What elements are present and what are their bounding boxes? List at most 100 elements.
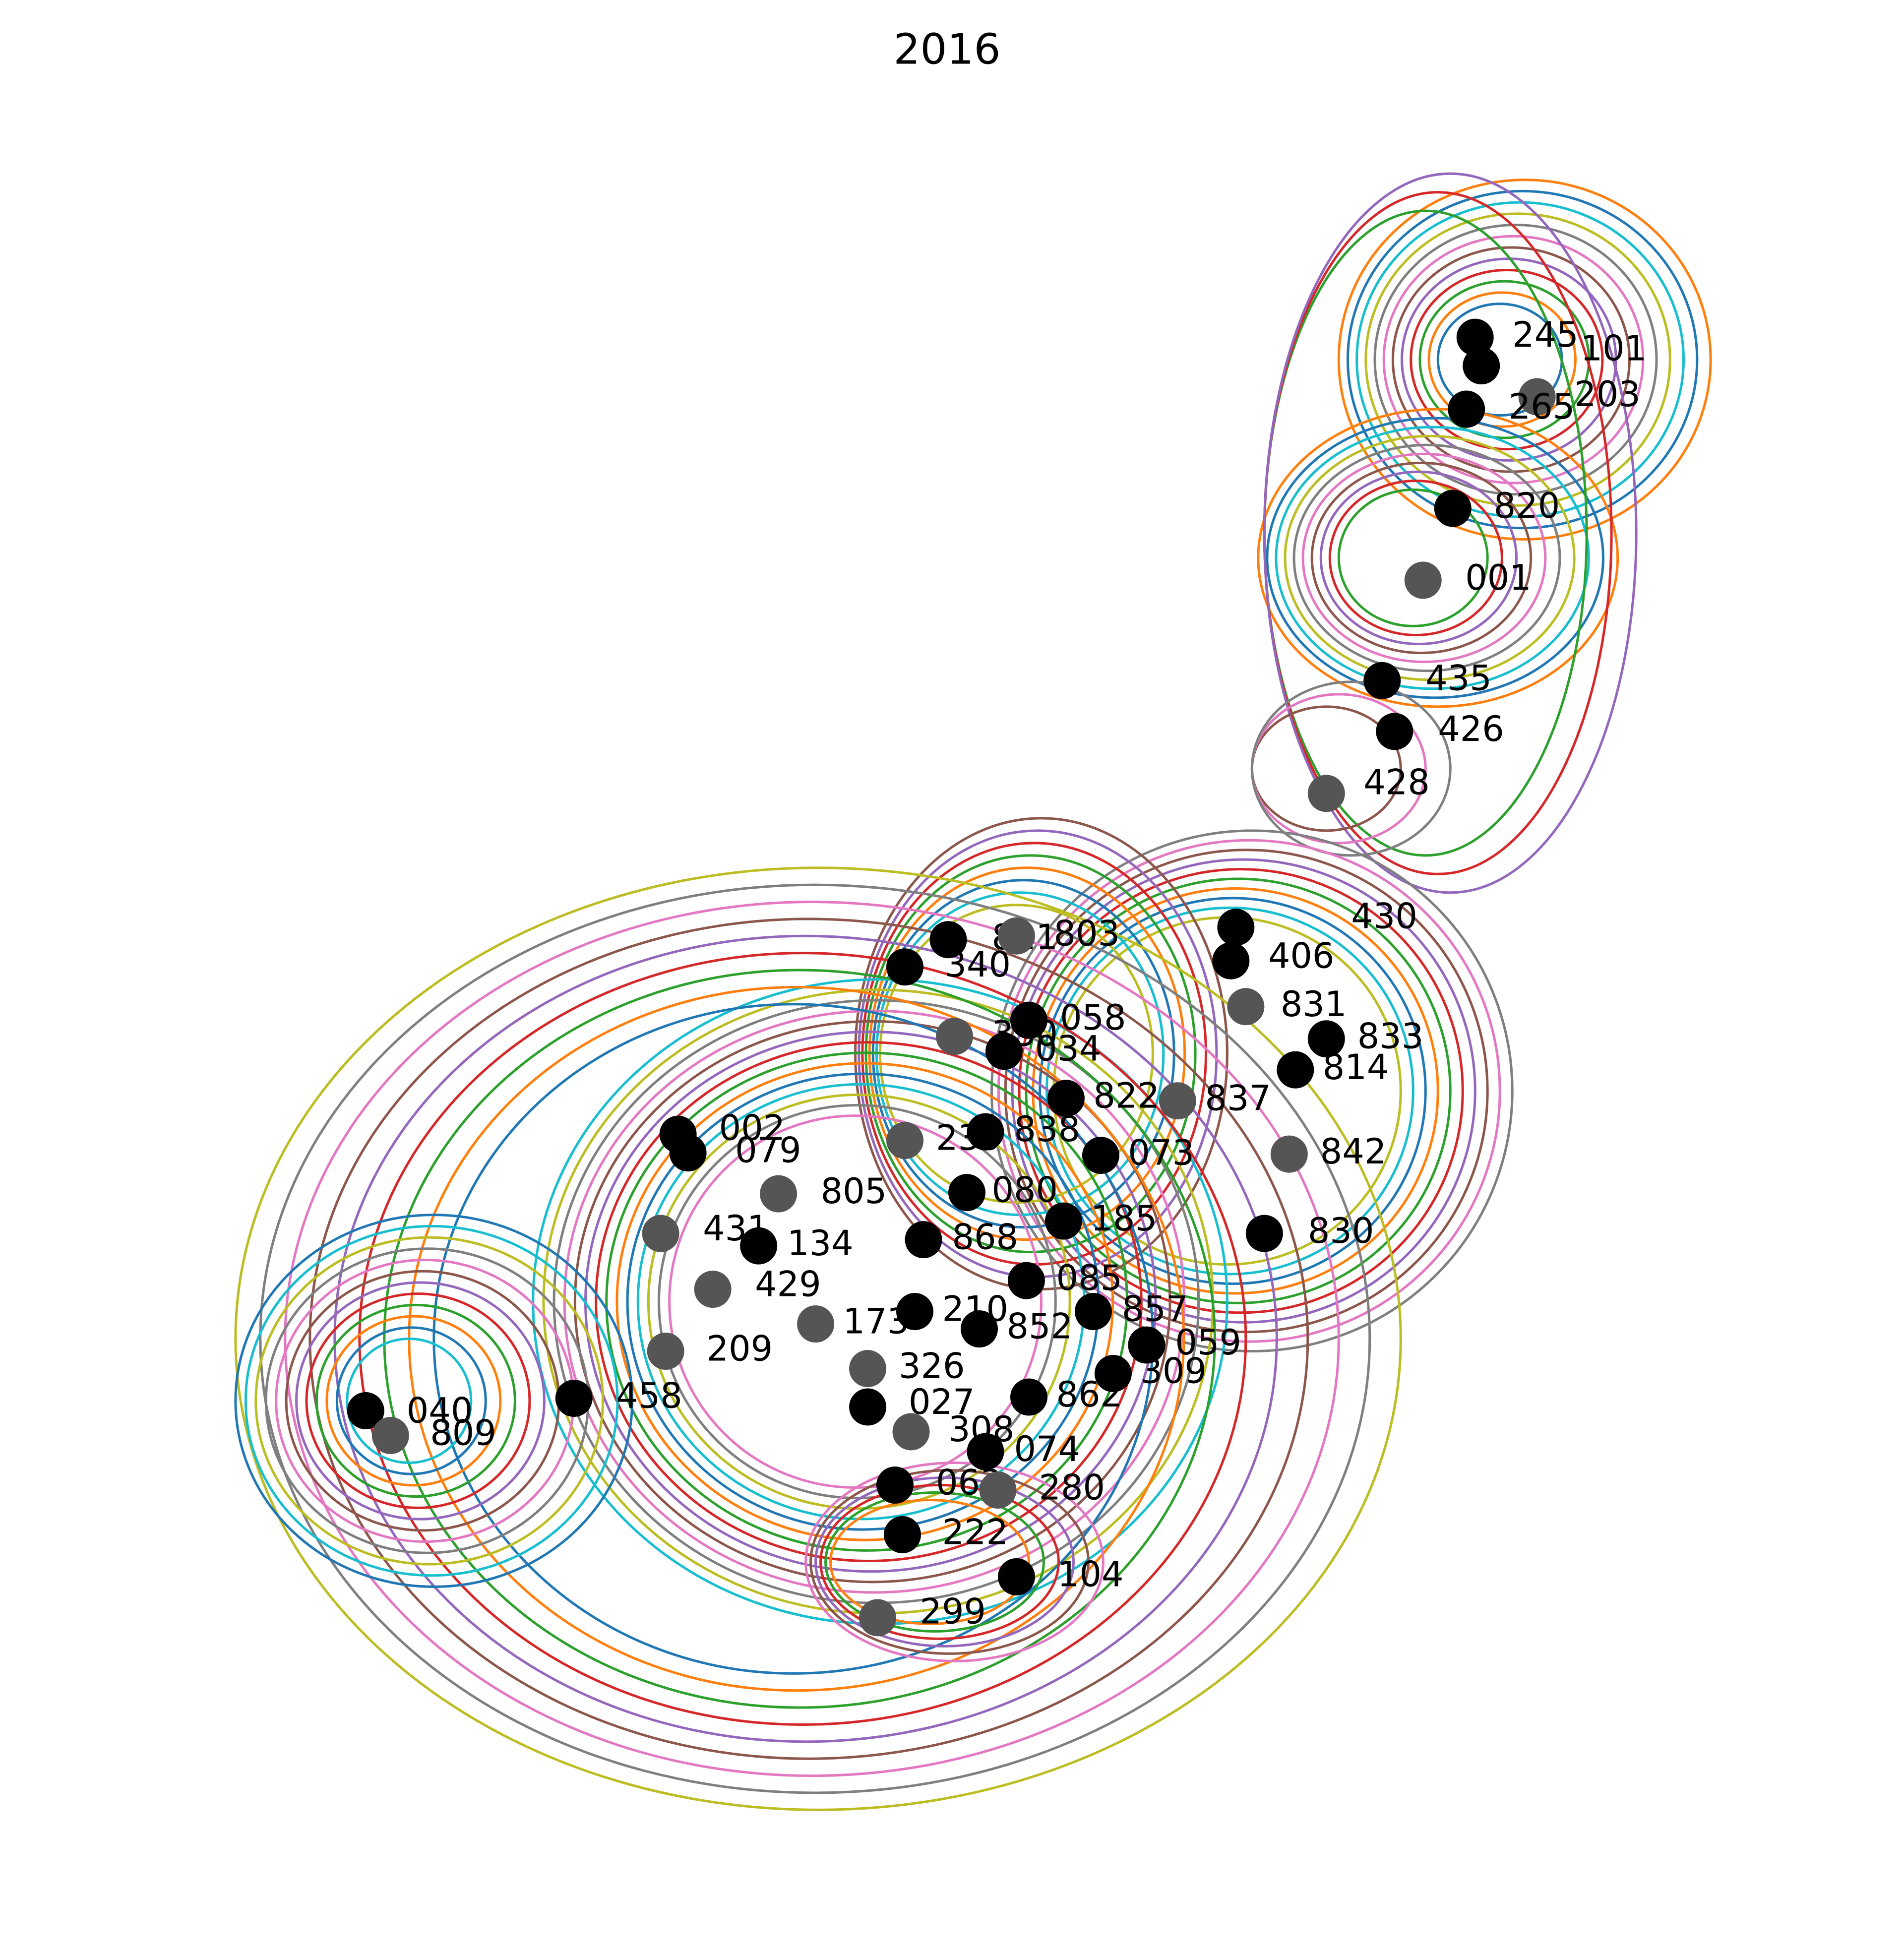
node-label: 852 — [1006, 1306, 1073, 1347]
node — [642, 1215, 679, 1252]
node — [647, 1333, 684, 1370]
node-label: 809 — [430, 1413, 496, 1454]
hull — [1427, 291, 1577, 428]
hull — [1250, 680, 1452, 857]
node-label: 085 — [1056, 1258, 1122, 1298]
hull — [333, 934, 1278, 1743]
hull — [824, 1491, 1045, 1633]
node — [1363, 662, 1401, 699]
node — [929, 921, 967, 959]
node-label: 074 — [1014, 1429, 1080, 1469]
node — [1128, 1326, 1166, 1364]
node-label: 104 — [1057, 1554, 1124, 1594]
node — [849, 1350, 887, 1388]
hull — [284, 901, 1340, 1777]
node-label: 280 — [1039, 1467, 1105, 1508]
node — [896, 1293, 934, 1331]
node — [1227, 988, 1265, 1026]
node-label: 838 — [1014, 1109, 1080, 1150]
node — [985, 1033, 1023, 1070]
hull — [809, 1468, 1090, 1655]
hull — [244, 1224, 619, 1577]
node — [979, 1471, 1017, 1509]
hull — [1418, 280, 1591, 439]
node — [849, 1388, 887, 1426]
node-label: 265 — [1509, 386, 1575, 427]
node — [1518, 378, 1556, 416]
node-label: 857 — [1122, 1289, 1188, 1330]
node — [1270, 1135, 1308, 1173]
hull — [1257, 408, 1619, 708]
node-label: 814 — [1323, 1047, 1389, 1088]
node — [1434, 489, 1472, 527]
node-label: 822 — [1093, 1076, 1160, 1116]
node — [1376, 713, 1413, 750]
node — [1245, 1215, 1283, 1252]
node — [1212, 942, 1250, 979]
hull — [605, 1051, 1128, 1552]
node-label: 803 — [1053, 913, 1120, 954]
hull — [1410, 268, 1604, 451]
hull — [819, 1483, 1060, 1640]
hull — [647, 1093, 1071, 1510]
hull — [1018, 868, 1464, 1314]
hull — [1011, 858, 1476, 1324]
node-label: 222 — [942, 1512, 1009, 1552]
hull — [814, 1476, 1075, 1648]
node — [859, 1599, 897, 1637]
node — [740, 1227, 778, 1265]
node-label: 002 — [719, 1108, 786, 1149]
nodes: 245 1012032658200014354264284304068318338… — [347, 314, 1647, 1637]
node — [1456, 318, 1494, 356]
node-label: 203 — [1574, 374, 1641, 415]
node — [1074, 1293, 1112, 1331]
node — [1307, 775, 1345, 812]
hull — [1284, 434, 1576, 681]
node — [347, 1392, 384, 1430]
node — [1404, 561, 1442, 599]
node-label: 034 — [1035, 1029, 1102, 1069]
hull — [563, 1009, 1186, 1594]
hull — [1364, 212, 1671, 507]
node-label: 058 — [1060, 997, 1126, 1038]
hull — [305, 1292, 531, 1509]
hull — [254, 1236, 605, 1566]
hull — [1319, 470, 1518, 646]
hull — [259, 883, 1371, 1794]
node — [1007, 1262, 1045, 1299]
node — [1217, 909, 1255, 946]
node — [948, 1174, 985, 1212]
node — [797, 1305, 835, 1343]
node-label: 340 — [945, 944, 1011, 985]
node-label: 326 — [899, 1346, 965, 1387]
node-label: 837 — [1205, 1078, 1271, 1119]
node — [760, 1175, 798, 1213]
node-label: 842 — [1320, 1131, 1387, 1172]
node — [1448, 390, 1485, 428]
node — [1082, 1137, 1119, 1174]
node-label: 820 — [1494, 486, 1560, 526]
hull — [829, 1498, 1030, 1625]
node — [669, 1134, 707, 1172]
node — [886, 948, 924, 986]
hull — [1263, 172, 1638, 894]
node — [1307, 1020, 1345, 1058]
hull — [595, 1041, 1143, 1563]
node — [884, 1516, 921, 1553]
hull — [1337, 179, 1712, 541]
node — [694, 1271, 732, 1308]
title: 2016 — [893, 25, 1000, 74]
hull — [658, 1104, 1057, 1500]
node — [1010, 1378, 1047, 1416]
node — [1094, 1355, 1132, 1393]
node — [892, 1413, 930, 1451]
node — [876, 1466, 914, 1504]
hull — [346, 1338, 473, 1464]
hull — [383, 969, 1216, 1709]
node-label: 833 — [1357, 1016, 1424, 1057]
node — [371, 1417, 409, 1454]
node-label: 831 — [1281, 984, 1347, 1025]
hull — [234, 866, 1402, 1811]
